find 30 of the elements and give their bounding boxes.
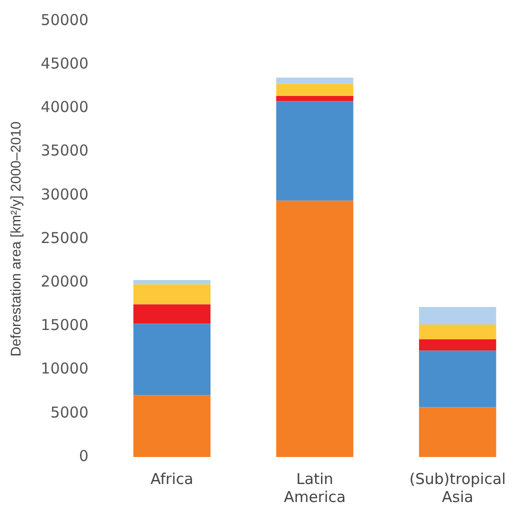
bar <box>133 304 210 324</box>
y-tick-label: 5000 <box>50 403 89 422</box>
bar <box>276 84 354 96</box>
bar <box>419 324 496 340</box>
y-tick-label: 45000 <box>40 54 89 72</box>
bar <box>419 350 496 408</box>
bar <box>133 284 210 304</box>
y-axis-title: Deforestation area [km²/y] 2000–2010 <box>7 121 24 357</box>
bar <box>419 339 496 351</box>
x-tick-label: Africa <box>150 470 194 488</box>
y-tick-label: 0 <box>78 446 89 465</box>
bar <box>133 280 210 284</box>
y-tick-label: 50000 <box>40 10 89 29</box>
bar <box>276 200 354 457</box>
y-tick-label: 30000 <box>40 185 89 204</box>
x-tick-label: (Sub)tropical Asia <box>409 470 506 506</box>
bar <box>419 307 496 324</box>
bar <box>276 78 354 84</box>
y-tick-label: 10000 <box>40 360 89 378</box>
bar <box>419 407 496 457</box>
y-tick-label: 20000 <box>40 272 89 290</box>
y-tick-label: 35000 <box>40 142 89 160</box>
y-tick-label: 40000 <box>40 98 89 116</box>
y-tick-label: 25000 <box>40 228 89 247</box>
bar <box>276 96 354 102</box>
x-tick-label: Latin America <box>284 470 346 506</box>
bar <box>276 101 354 201</box>
y-tick-label: 15000 <box>40 316 89 334</box>
bar <box>133 395 210 457</box>
bar <box>133 324 210 396</box>
